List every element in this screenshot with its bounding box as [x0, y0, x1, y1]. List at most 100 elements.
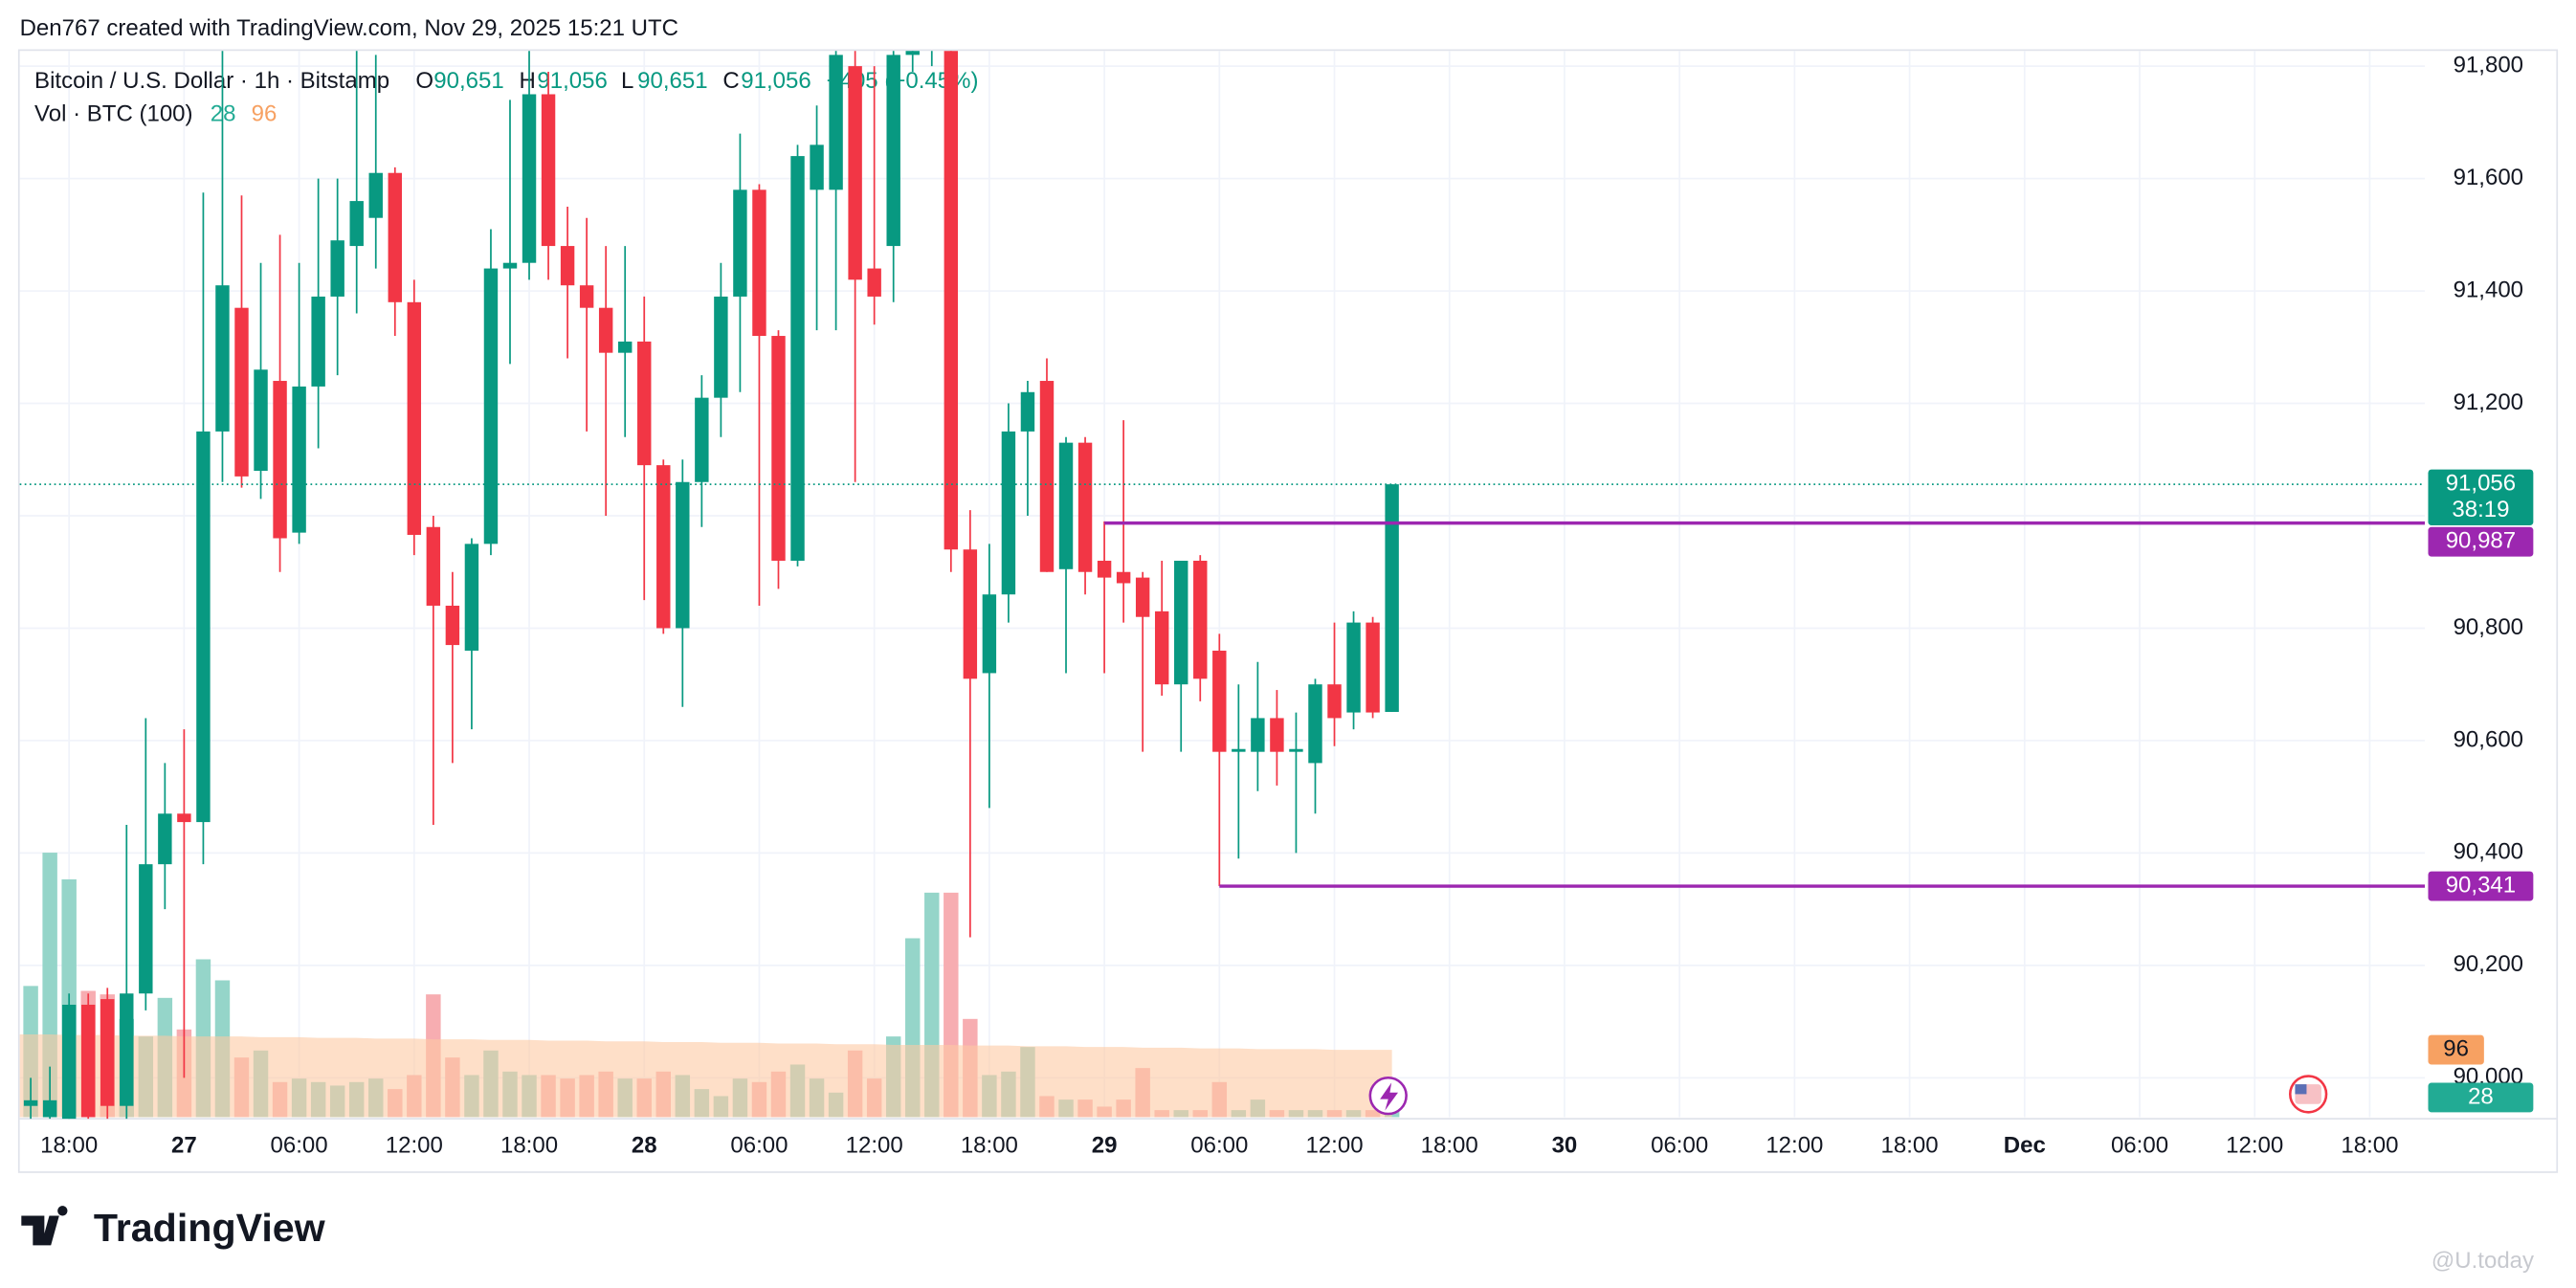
brand-logo [21, 1206, 68, 1246]
candle-body [23, 1099, 38, 1106]
candle-body [1327, 684, 1342, 719]
candle-body [733, 189, 747, 297]
x-tick-label: 27 [171, 1133, 197, 1159]
ohlc-key: H [520, 68, 536, 94]
overlays [19, 483, 2426, 888]
candle-body [502, 262, 518, 269]
brand: TradingView [94, 1206, 326, 1250]
candle-body [215, 285, 230, 432]
price-badge-label: 90,341 [2446, 872, 2516, 898]
candle-body [695, 397, 709, 482]
candle-body [982, 594, 997, 674]
y-tick-label: 90,600 [2454, 726, 2523, 752]
candle-body [1001, 431, 1016, 595]
candle-body [1212, 650, 1227, 752]
candle-body [81, 1004, 96, 1118]
candle-body [407, 301, 422, 535]
candle-body [1346, 622, 1361, 713]
ohlc-value: 91,056 [741, 68, 811, 94]
candle-body [426, 526, 441, 606]
candle-body [810, 144, 824, 190]
candle-body [292, 386, 306, 533]
candle-body [1193, 560, 1208, 679]
candle-body [598, 307, 613, 353]
candle-body [1174, 560, 1188, 685]
flag-canton [2295, 1084, 2307, 1095]
x-tick-label: 06:00 [1190, 1133, 1248, 1159]
candle-body [388, 172, 402, 302]
candle-body [541, 94, 556, 247]
candles [23, 51, 1399, 1120]
axes: 90,00090,20090,40090,60090,80091,00091,2… [40, 52, 2534, 1159]
candle-body [905, 51, 920, 56]
x-tick-label: 18:00 [40, 1133, 98, 1159]
candle-body [944, 51, 959, 550]
header: Den767 created with TradingView.com, Nov… [20, 15, 678, 41]
x-tick-label: 18:00 [500, 1133, 558, 1159]
x-tick-label: 18:00 [1881, 1133, 1939, 1159]
candle-body [42, 1099, 57, 1118]
price-badge-label: 90,987 [2446, 528, 2516, 554]
candle-body [676, 481, 690, 629]
candle-body [1020, 391, 1035, 432]
candle-body [483, 268, 499, 544]
x-tick-label: 18:00 [1421, 1133, 1478, 1159]
x-tick-label: 30 [1552, 1133, 1578, 1159]
footer: TradingView @U.today [21, 1206, 2534, 1274]
x-tick-label: 06:00 [1651, 1133, 1708, 1159]
price-badge-label: 96 [2443, 1035, 2469, 1061]
candle-body [1232, 748, 1246, 752]
candle-body [1251, 718, 1265, 752]
price-badge [2428, 526, 2534, 557]
candle-body [273, 381, 287, 539]
candle-body [1116, 571, 1131, 584]
candle-body [158, 813, 172, 865]
ohlc-key: C [722, 68, 739, 94]
y-tick-label: 90,200 [2454, 951, 2523, 977]
price-badge-label: 38:19 [2452, 497, 2509, 522]
candle-body [311, 296, 325, 387]
candle-body [752, 189, 766, 337]
x-tick-label: 06:00 [2111, 1133, 2168, 1159]
candle-body [1308, 684, 1322, 764]
candle-body [1039, 381, 1055, 572]
x-tick-label: Dec [2004, 1133, 2046, 1159]
candle-body [1097, 560, 1112, 578]
x-tick-label: 12:00 [386, 1133, 443, 1159]
volume-legend: Vol · BTC (100) [34, 101, 193, 127]
candle-body [714, 296, 728, 398]
candle-body [139, 864, 153, 994]
ohlc-key: O [415, 68, 433, 94]
ohlc-key: L [621, 68, 633, 94]
candle-body [349, 201, 364, 247]
grid [19, 51, 2426, 1118]
ohlc-value: 90,651 [637, 68, 707, 94]
candle-body [177, 813, 191, 823]
candle-body [1289, 748, 1303, 752]
candle-body [963, 549, 978, 679]
candle-body [368, 172, 383, 218]
x-tick-label: 12:00 [1765, 1133, 1823, 1159]
y-tick-label: 91,200 [2454, 389, 2523, 415]
candle-body [560, 246, 575, 286]
candle-body [637, 341, 652, 466]
y-tick-label: 90,400 [2454, 839, 2523, 865]
symbol: Bitcoin / U.S. Dollar · 1h · Bitstamp [34, 68, 389, 94]
candle-body [464, 544, 479, 651]
x-tick-label: 12:00 [2226, 1133, 2283, 1159]
price-badge [2428, 1034, 2484, 1065]
price-badge-label: 28 [2468, 1083, 2494, 1109]
watermark: @U.today [2432, 1248, 2534, 1274]
candle-body [886, 55, 900, 247]
x-tick-label: 12:00 [1305, 1133, 1363, 1159]
candle-body [522, 94, 537, 263]
candle-body [771, 336, 786, 561]
candle-body [1077, 442, 1093, 572]
volume-ma-area [19, 1033, 1392, 1118]
candle-body [617, 341, 633, 353]
candle-body [120, 993, 134, 1106]
candle-body [100, 999, 115, 1106]
price-badge [2428, 469, 2534, 526]
